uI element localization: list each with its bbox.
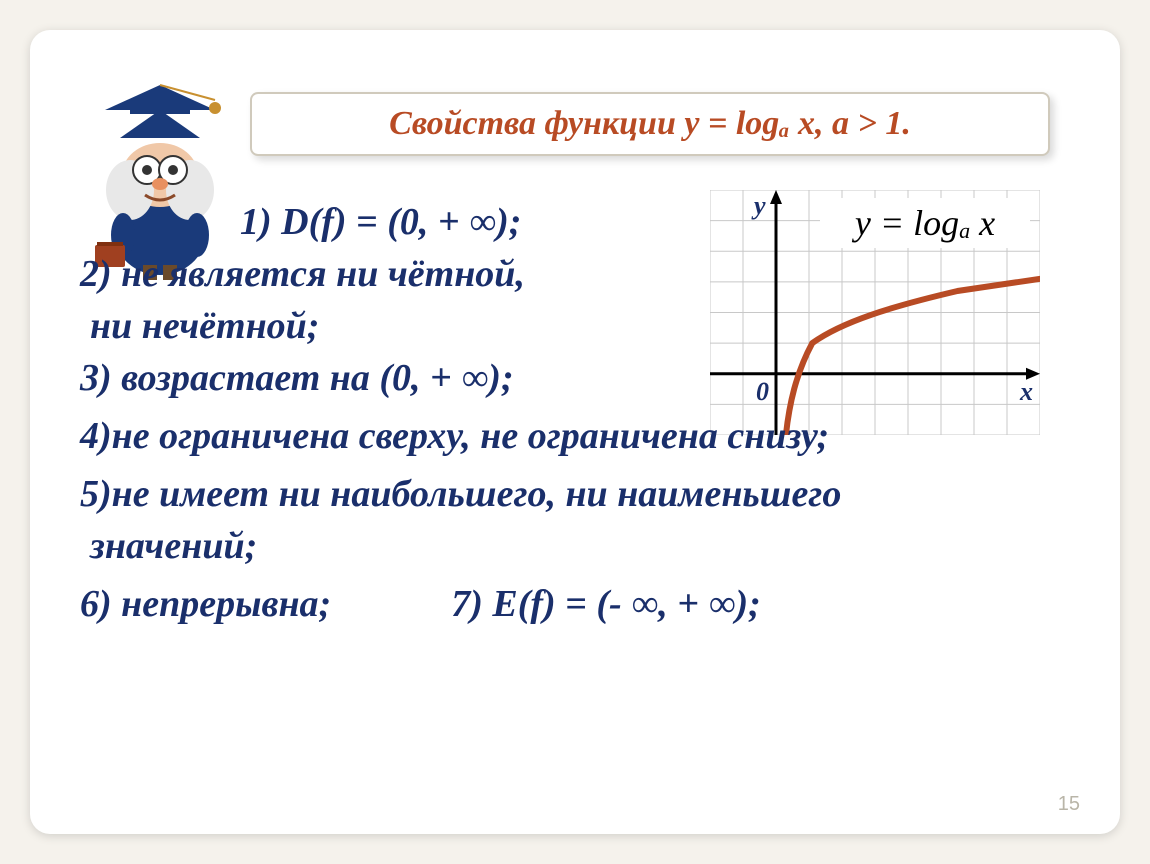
property-5b: значений; — [90, 524, 1070, 568]
property-2a: 2) не является ни чётной, — [80, 252, 1070, 296]
property-7: 7) E(f) = (- ∞, + ∞); — [451, 582, 761, 626]
property-5a: 5)не имеет ни наибольшего, ни наименьшег… — [80, 472, 1070, 516]
chart-formula: y = loga x — [820, 198, 1030, 248]
property-6: 6) непрерывна; — [80, 582, 331, 626]
slide-number: 15 — [1058, 793, 1080, 816]
property-3: 3) возрастает на (0, + ∞); — [80, 356, 1070, 400]
property-4: 4)не ограничена сверху, не ограничена сн… — [80, 414, 1070, 458]
slide-title: Свойства функции y = logₐ x, a > 1. — [250, 92, 1050, 156]
content: 1) D(f) = (0, + ∞); 2) не является ни чё… — [80, 200, 1070, 626]
property-2b: ни нечётной; — [90, 304, 1070, 348]
title-text: Свойства функции y = logₐ x, a > 1. — [389, 105, 911, 143]
slide: Свойства функции y = logₐ x, a > 1. — [30, 30, 1120, 834]
